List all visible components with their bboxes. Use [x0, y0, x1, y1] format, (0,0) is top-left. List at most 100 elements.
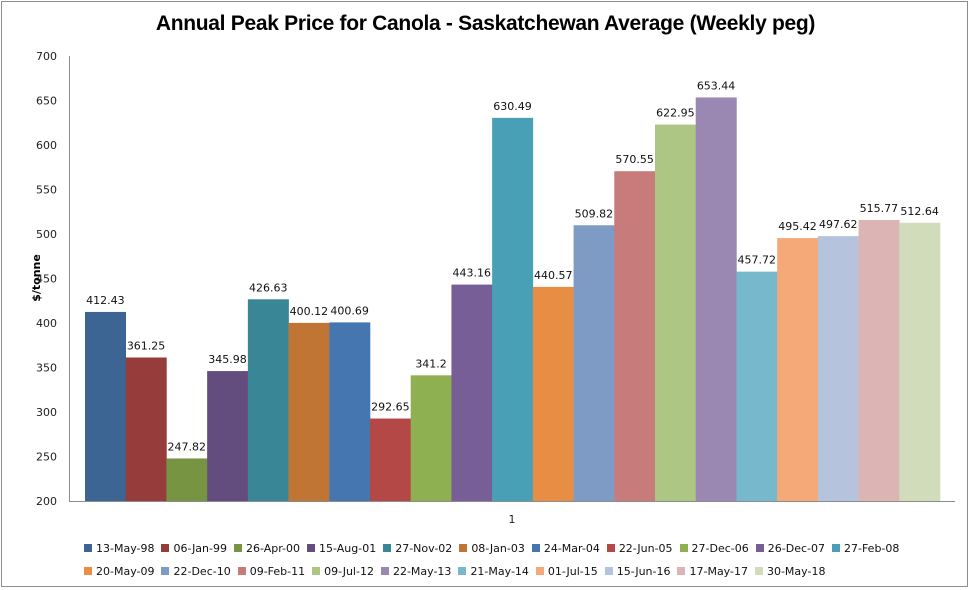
- data-label: 412.43: [86, 294, 125, 307]
- data-label: 457.72: [738, 254, 777, 267]
- legend-swatch: [383, 544, 392, 552]
- legend-swatch: [606, 544, 615, 552]
- y-tick-label: 400: [36, 317, 57, 330]
- legend-label: 01-Jul-15: [547, 565, 598, 578]
- bar-08-Jan-03: [288, 322, 330, 501]
- legend-swatch: [755, 544, 764, 552]
- legend-label: 20-May-09: [96, 565, 155, 578]
- legend-item: 20-May-09: [84, 565, 154, 578]
- bar-15-Jun-16: [817, 236, 859, 501]
- bar-22-Jun-05: [370, 418, 412, 501]
- data-label: 440.57: [534, 269, 573, 282]
- bar-01-Jul-15: [777, 238, 819, 501]
- bar-24-Mar-04: [329, 322, 371, 501]
- legend-swatch: [459, 544, 468, 552]
- legend-item: 27-Nov-02: [383, 542, 452, 555]
- legend-swatch: [380, 567, 389, 575]
- data-label: 361.25: [127, 339, 166, 352]
- y-tick-label: 450: [36, 273, 57, 286]
- bar-06-Jan-99: [125, 357, 167, 501]
- bar-15-Aug-01: [207, 371, 249, 501]
- data-label: 247.82: [168, 440, 207, 453]
- legend-swatch: [307, 544, 316, 552]
- y-tick-label: 300: [36, 406, 57, 419]
- bar-13-May-98: [85, 311, 127, 501]
- legend-swatch: [677, 567, 686, 575]
- legend-label: 24-Mar-04: [543, 542, 600, 555]
- legend-item: 09-Jul-12: [312, 565, 374, 578]
- legend-item: 13-May-98: [84, 542, 154, 555]
- bar-30-May-18: [899, 222, 941, 501]
- legend-label: 22-May-13: [392, 565, 452, 578]
- data-label: 426.63: [249, 281, 288, 294]
- legend-item: 15-Aug-01: [307, 542, 376, 555]
- legend-item: 21-May-14: [458, 565, 529, 578]
- legend-item: 26-Apr-00: [234, 542, 300, 555]
- bar-09-Jul-12: [655, 124, 697, 501]
- data-label: 653.44: [697, 79, 736, 92]
- data-label: 345.98: [208, 353, 247, 366]
- data-label: 400.69: [330, 304, 369, 317]
- legend-label: 09-Jul-12: [324, 565, 374, 578]
- bar-20-May-09: [532, 286, 574, 501]
- bar-17-May-17: [858, 219, 900, 501]
- bar-27-Feb-08: [492, 117, 534, 502]
- data-label: 292.65: [371, 401, 410, 414]
- legend-label: 15-Aug-01: [319, 542, 377, 555]
- legend-item: 08-Jan-03: [459, 542, 525, 555]
- y-tick-label: 650: [36, 95, 57, 108]
- legend-swatch: [161, 544, 170, 552]
- legend-label: 08-Jan-03: [471, 542, 525, 555]
- data-label: 341.2: [415, 357, 447, 370]
- legend-item: 22-Jun-05: [606, 542, 673, 555]
- legend-label: 17-May-17: [689, 565, 748, 578]
- legend-label: 22-Dec-10: [173, 565, 231, 578]
- legend-label: 06-Jan-99: [173, 542, 227, 555]
- bar-27-Nov-02: [247, 299, 289, 501]
- y-tick-label: 500: [36, 228, 57, 241]
- data-label: 497.62: [819, 218, 858, 231]
- legend-swatch: [234, 544, 242, 552]
- x-tick-label: 1: [509, 513, 516, 526]
- y-tick-label: 550: [36, 184, 57, 197]
- legend-label: 27-Nov-02: [395, 542, 453, 555]
- data-label: 443.16: [453, 267, 492, 280]
- legend-label: 27-Dec-06: [691, 542, 749, 555]
- data-label: 622.95: [656, 107, 695, 120]
- legend-item: 06-Jan-99: [161, 542, 227, 555]
- legend-row-1: 13-May-98 06-Jan-99 26-Apr-00 15-Aug-01 27-N…: [84, 542, 906, 555]
- y-tick-label: 250: [36, 451, 57, 464]
- legend-swatch: [312, 567, 321, 575]
- legend-item: 15-Jun-16: [604, 565, 671, 578]
- legend-item: 27-Feb-08: [831, 542, 900, 555]
- legend-label: 27-Feb-08: [843, 542, 900, 555]
- bar-26-Apr-00: [166, 458, 208, 501]
- legend-label: 15-Jun-16: [616, 565, 671, 578]
- bars: [85, 97, 941, 502]
- legend-label: 30-May-18: [766, 565, 826, 578]
- legend-item: 01-Jul-15: [535, 565, 598, 578]
- legend-item: 09-Feb-11: [237, 565, 305, 578]
- legend-label: 21-May-14: [470, 565, 529, 578]
- legend-label: 13-May-98: [96, 542, 155, 555]
- data-label: 515.77: [860, 202, 899, 215]
- data-label: 630.49: [493, 100, 532, 113]
- data-label: 570.55: [615, 153, 654, 166]
- legend-label: 22-Jun-05: [618, 542, 673, 555]
- bar-27-Dec-06: [410, 375, 452, 501]
- y-axis-label: $/tonne: [30, 254, 43, 302]
- data-label: 400.12: [290, 305, 329, 318]
- bar-09-Feb-11: [614, 171, 656, 501]
- legend-label: 26-Dec-07: [767, 542, 825, 555]
- legend-row-2: 20-May-09 22-Dec-10 09-Feb-11 09-Jul-12 22-M…: [84, 565, 832, 578]
- legend-item: 27-Dec-06: [679, 542, 749, 555]
- legend-swatch: [754, 567, 763, 575]
- y-tick-label: 350: [36, 362, 57, 375]
- legend-label: 26-Apr-00: [246, 542, 301, 555]
- legend-swatch: [237, 567, 246, 575]
- legend-item: 24-Mar-04: [531, 542, 600, 555]
- legend-swatch: [679, 544, 688, 552]
- legend-swatch: [535, 567, 544, 575]
